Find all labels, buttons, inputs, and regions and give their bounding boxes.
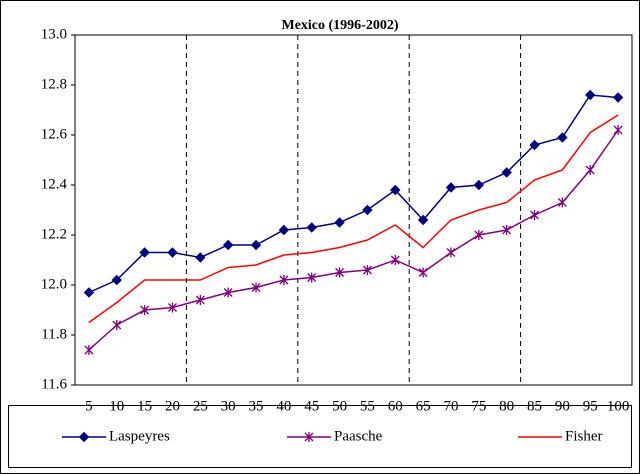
data-point <box>585 165 595 175</box>
x-tick-label: 100 <box>607 398 630 414</box>
data-point <box>418 267 428 278</box>
data-point <box>195 295 205 305</box>
data-point <box>168 302 177 313</box>
x-tick-label: 40 <box>276 398 291 414</box>
x-tick-label: 10 <box>109 398 124 414</box>
data-point <box>446 247 456 258</box>
data-point <box>390 184 401 196</box>
y-tick-label: 11.6 <box>41 376 67 392</box>
x-tick-label: 30 <box>221 398 236 414</box>
data-point <box>445 182 457 193</box>
data-point <box>530 210 539 220</box>
x-tick-label: 50 <box>332 398 347 414</box>
x-tick-label: 95 <box>583 398 598 414</box>
data-point <box>222 239 234 251</box>
data-point <box>362 265 372 275</box>
legend-label: Paasche <box>334 428 383 444</box>
data-point <box>390 255 400 265</box>
series-line <box>88 129 619 351</box>
data-point <box>83 287 95 298</box>
x-tick-label: 75 <box>471 398 486 414</box>
chart-title: Mexico (1996-2002) <box>281 18 398 33</box>
legend-label: Laspeyres <box>109 428 170 444</box>
data-point <box>278 224 290 236</box>
y-tick-label: 12.4 <box>41 176 68 192</box>
data-point <box>557 197 567 208</box>
y-tick-label: 12.8 <box>41 76 67 92</box>
x-tick-label: 20 <box>165 398 180 414</box>
x-tick-label: 45 <box>304 398 319 414</box>
data-point <box>474 230 484 240</box>
legend-frame <box>8 405 632 468</box>
y-tick-label: 12.6 <box>41 126 68 142</box>
data-point <box>111 274 122 286</box>
x-tick-label: 80 <box>499 398 514 414</box>
x-tick-label: 35 <box>249 398 264 414</box>
data-point <box>473 179 485 191</box>
data-point <box>501 167 512 178</box>
x-tick-label: 90 <box>555 398 570 414</box>
data-point <box>251 282 261 293</box>
x-tick-label: 85 <box>527 398 542 414</box>
x-tick-label: 60 <box>388 398 403 414</box>
x-tick-label: 5 <box>85 398 93 414</box>
series-line <box>88 114 619 324</box>
data-point <box>306 222 317 233</box>
legend-label: Fisher <box>565 428 603 444</box>
data-point <box>334 217 345 228</box>
data-point <box>112 320 122 330</box>
y-tick-label: 12.2 <box>41 226 67 242</box>
x-tick-label: 15 <box>137 398 152 414</box>
data-point <box>140 305 150 315</box>
data-point <box>279 275 289 285</box>
data-point <box>362 204 373 216</box>
data-point <box>195 252 206 263</box>
data-point <box>84 345 94 355</box>
y-tick-label: 12.0 <box>41 276 67 292</box>
y-tick-label: 11.8 <box>41 326 67 342</box>
x-tick-label: 70 <box>443 398 458 414</box>
marker <box>304 432 314 442</box>
data-point <box>557 132 568 143</box>
data-point <box>167 247 178 258</box>
data-point <box>223 287 233 298</box>
data-point <box>613 125 623 135</box>
data-point <box>250 239 262 251</box>
data-point <box>139 247 150 258</box>
marker <box>78 431 90 443</box>
plot-area <box>74 34 633 386</box>
data-point <box>585 89 596 101</box>
series-line <box>88 94 619 294</box>
data-point <box>502 225 512 235</box>
data-point <box>529 139 540 151</box>
x-tick-label: 55 <box>360 398 375 414</box>
data-point <box>417 214 429 226</box>
x-tick-label: 65 <box>416 398 431 414</box>
x-tick-label: 25 <box>193 398 208 414</box>
data-point <box>307 272 317 283</box>
data-point <box>335 267 345 278</box>
y-tick-label: 13.0 <box>41 26 67 42</box>
data-point <box>612 92 624 103</box>
